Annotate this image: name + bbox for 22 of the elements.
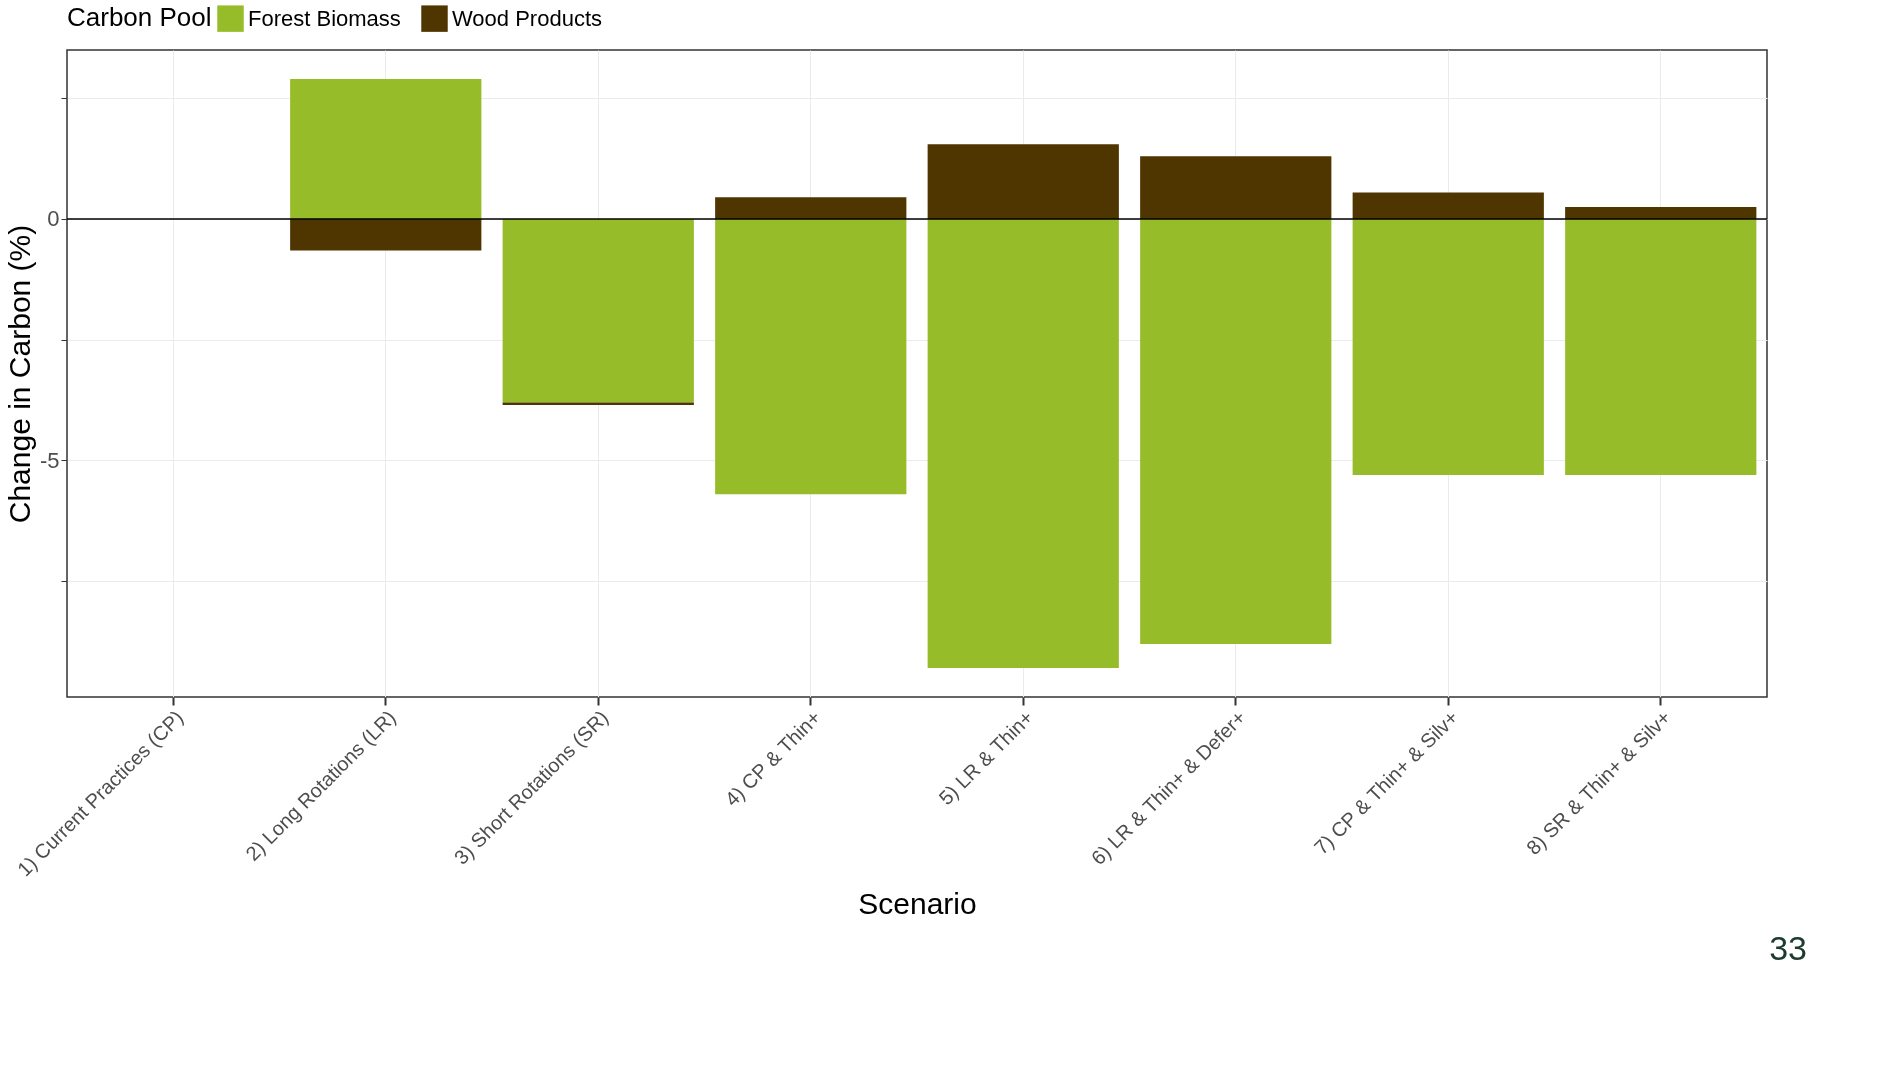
- bar: [1140, 156, 1332, 219]
- y-tick-label: -5: [39, 447, 60, 473]
- bar: [1352, 218, 1544, 475]
- bar: [1140, 218, 1332, 644]
- text: 33: [1769, 929, 1807, 967]
- x-axis-title: Scenario: [858, 887, 977, 921]
- legend-label: Wood Products: [452, 5, 603, 31]
- y-tick-label: 0: [47, 206, 60, 232]
- bar: [290, 78, 482, 219]
- bar: [1565, 206, 1757, 219]
- legend-title: Carbon Pool: [67, 2, 212, 32]
- bar: [715, 218, 907, 495]
- legend-label: Forest Biomass: [248, 5, 401, 31]
- bar: [502, 218, 694, 403]
- bar: [502, 402, 694, 405]
- bar: [715, 197, 907, 219]
- bar: [927, 144, 1119, 219]
- bar: [927, 218, 1119, 669]
- y-axis-title: Change in Carbon (%): [2, 224, 36, 524]
- bar: [1352, 192, 1544, 219]
- bar: [1565, 218, 1757, 475]
- bar: [290, 218, 482, 251]
